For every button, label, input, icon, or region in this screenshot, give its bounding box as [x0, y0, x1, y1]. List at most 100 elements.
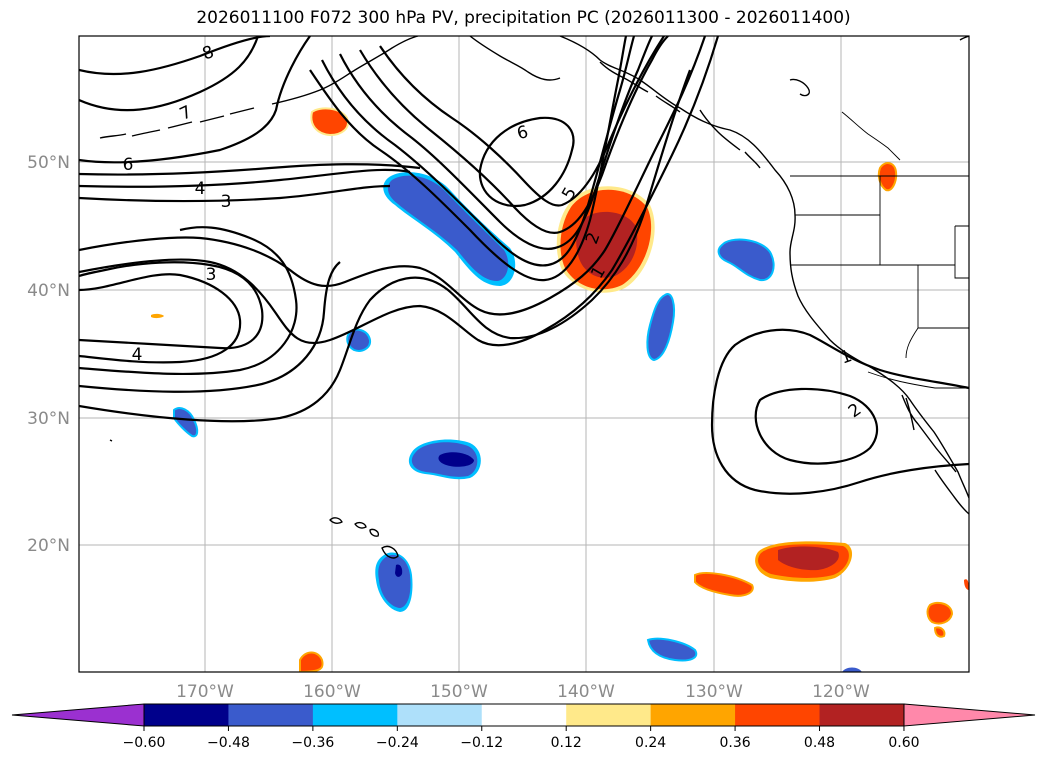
contour-trough-4 [79, 261, 264, 350]
colorbar-tick-label: 0.48 [804, 735, 835, 751]
contour-jet-4 [359, 36, 669, 234]
latitude-labels: 50°N 40°N 30°N 20°N [27, 153, 70, 556]
contour-jet-1 [309, 36, 628, 282]
contour-jet-3 [339, 36, 653, 250]
precip-blob-positive-northeast [877, 162, 898, 192]
colorbar-segment [397, 704, 483, 726]
longitude-labels: 170°W 160°W 150°W 140°W 130°W 120°W [176, 682, 870, 702]
colorbar-tick-label: 0.36 [719, 735, 750, 751]
contour-trough-5 [79, 226, 298, 376]
precip-blob-positive-tiny [151, 313, 164, 319]
contour-1-east [710, 328, 969, 495]
colorbar-segment [735, 704, 821, 726]
lon-label-120w: 120°W [812, 682, 870, 702]
colorbar-tick-label: 0.60 [888, 735, 919, 751]
precip-blob-positive-edge [964, 579, 969, 590]
precip-blob-negative-hawaii-s-max [395, 564, 403, 577]
contour-label-4-trough: 4 [132, 345, 143, 365]
colorbar-extend-high [903, 703, 1036, 727]
precip-band-negative-north-core [387, 175, 509, 281]
lon-label-140w: 140°W [557, 682, 615, 702]
contour-label-3-trough: 3 [206, 265, 217, 285]
border-ca-nv-diag [905, 327, 919, 359]
colorbar-segment [228, 704, 314, 726]
contour-trough-6 [79, 261, 341, 393]
colorbar-extend-low [11, 703, 145, 727]
border-montana [954, 225, 969, 279]
coastline-mexico [934, 469, 969, 515]
colorbar: −0.60 −0.48 −0.36 −0.24 −0.12 0.12 0.24 0.36 0.4… [11, 703, 1036, 751]
contour-label-6-closed: 6 [515, 122, 531, 144]
contour-trough-3 [79, 273, 242, 364]
island-hawaii-3 [369, 528, 380, 537]
contour-4-north [79, 168, 411, 188]
colorbar-segment [650, 704, 736, 726]
colorbar-frame [143, 703, 905, 727]
coastlines [99, 36, 969, 559]
lat-label-50n: 50°N [27, 153, 70, 173]
contour-6-closed [478, 116, 575, 208]
coastline-aleutians [99, 107, 255, 139]
colorbar-segments [11, 703, 1036, 727]
island-small [109, 439, 113, 442]
contour-7 [79, 36, 260, 112]
lon-label-160w: 160°W [303, 682, 361, 702]
colorbar-ticks: −0.60 −0.48 −0.36 −0.24 −0.12 0.12 0.24 0.36 0.4… [123, 726, 920, 751]
contour-2-east [754, 387, 879, 465]
precip-blob-negative-corner [842, 667, 862, 672]
precip-blob-negative-east [717, 238, 775, 282]
island-hawaii-1 [329, 517, 343, 525]
map-frame [78, 35, 970, 673]
contour-jet-5 [379, 36, 665, 207]
lat-label-30n: 30°N [27, 409, 70, 429]
contour-trough-7 [79, 69, 692, 423]
precip-blob-positive-bottom [299, 651, 324, 672]
precip-blob-negative-south [646, 637, 698, 662]
precip-blob-positive-east [926, 601, 954, 625]
contour-5-north [79, 163, 421, 176]
precip-blob-positive-east-2 [933, 626, 946, 638]
political-borders [790, 111, 969, 389]
coastline-alaska-peninsula [271, 36, 419, 105]
colorbar-segment [566, 704, 652, 726]
contour-6-north [79, 36, 311, 164]
precip-blob-negative-hawaii-n-max [438, 452, 474, 467]
colorbar-segment [312, 704, 398, 726]
precip-blob-negative-mid [646, 293, 675, 362]
coastline-north-america [559, 36, 969, 499]
colorbar-segment [481, 704, 567, 726]
island-hawaii-2 [354, 521, 367, 529]
lon-label-150w: 150°W [430, 682, 488, 702]
contour-label-6-west: 6 [123, 155, 134, 175]
precip-blob-positive-alaska [310, 107, 349, 137]
colorbar-tick-label: 0.12 [551, 735, 582, 751]
precip-blob-negative-hawaii-s-core [378, 554, 411, 608]
coastline-islands-bc [699, 109, 761, 169]
pv-contours [79, 36, 969, 495]
lon-label-170w: 170°W [176, 682, 234, 702]
lon-label-130w: 130°W [685, 682, 743, 702]
colorbar-segment [819, 704, 905, 726]
contour-trough-1 [79, 36, 707, 316]
colorbar-tick-label: 0.24 [635, 735, 666, 751]
contour-label-4-north: 4 [195, 179, 206, 199]
colorbar-tick-label: −0.12 [460, 735, 503, 751]
contour-jet-2 [321, 36, 636, 267]
precip-shading [151, 107, 969, 672]
lat-label-40n: 40°N [27, 281, 70, 301]
precip-blob-negative-small-2 [173, 407, 199, 438]
colorbar-tick-label: −0.48 [207, 735, 250, 751]
colorbar-tick-label: −0.60 [123, 735, 166, 751]
map-title: 2026011100 F072 300 hPa PV, precipitatio… [196, 8, 851, 28]
island-alaska-islet [789, 78, 810, 97]
precip-blob-positive-south-max [778, 546, 839, 571]
contour-label-3-north: 3 [221, 192, 232, 212]
colorbar-tick-label: −0.36 [291, 735, 334, 751]
border-alaska-canada [841, 111, 901, 161]
lat-label-20n: 20°N [27, 536, 70, 556]
border-us-mexico [867, 371, 969, 389]
colorbar-segment [144, 704, 229, 726]
contour-3-north [79, 184, 391, 203]
coastline-baja [901, 394, 957, 473]
